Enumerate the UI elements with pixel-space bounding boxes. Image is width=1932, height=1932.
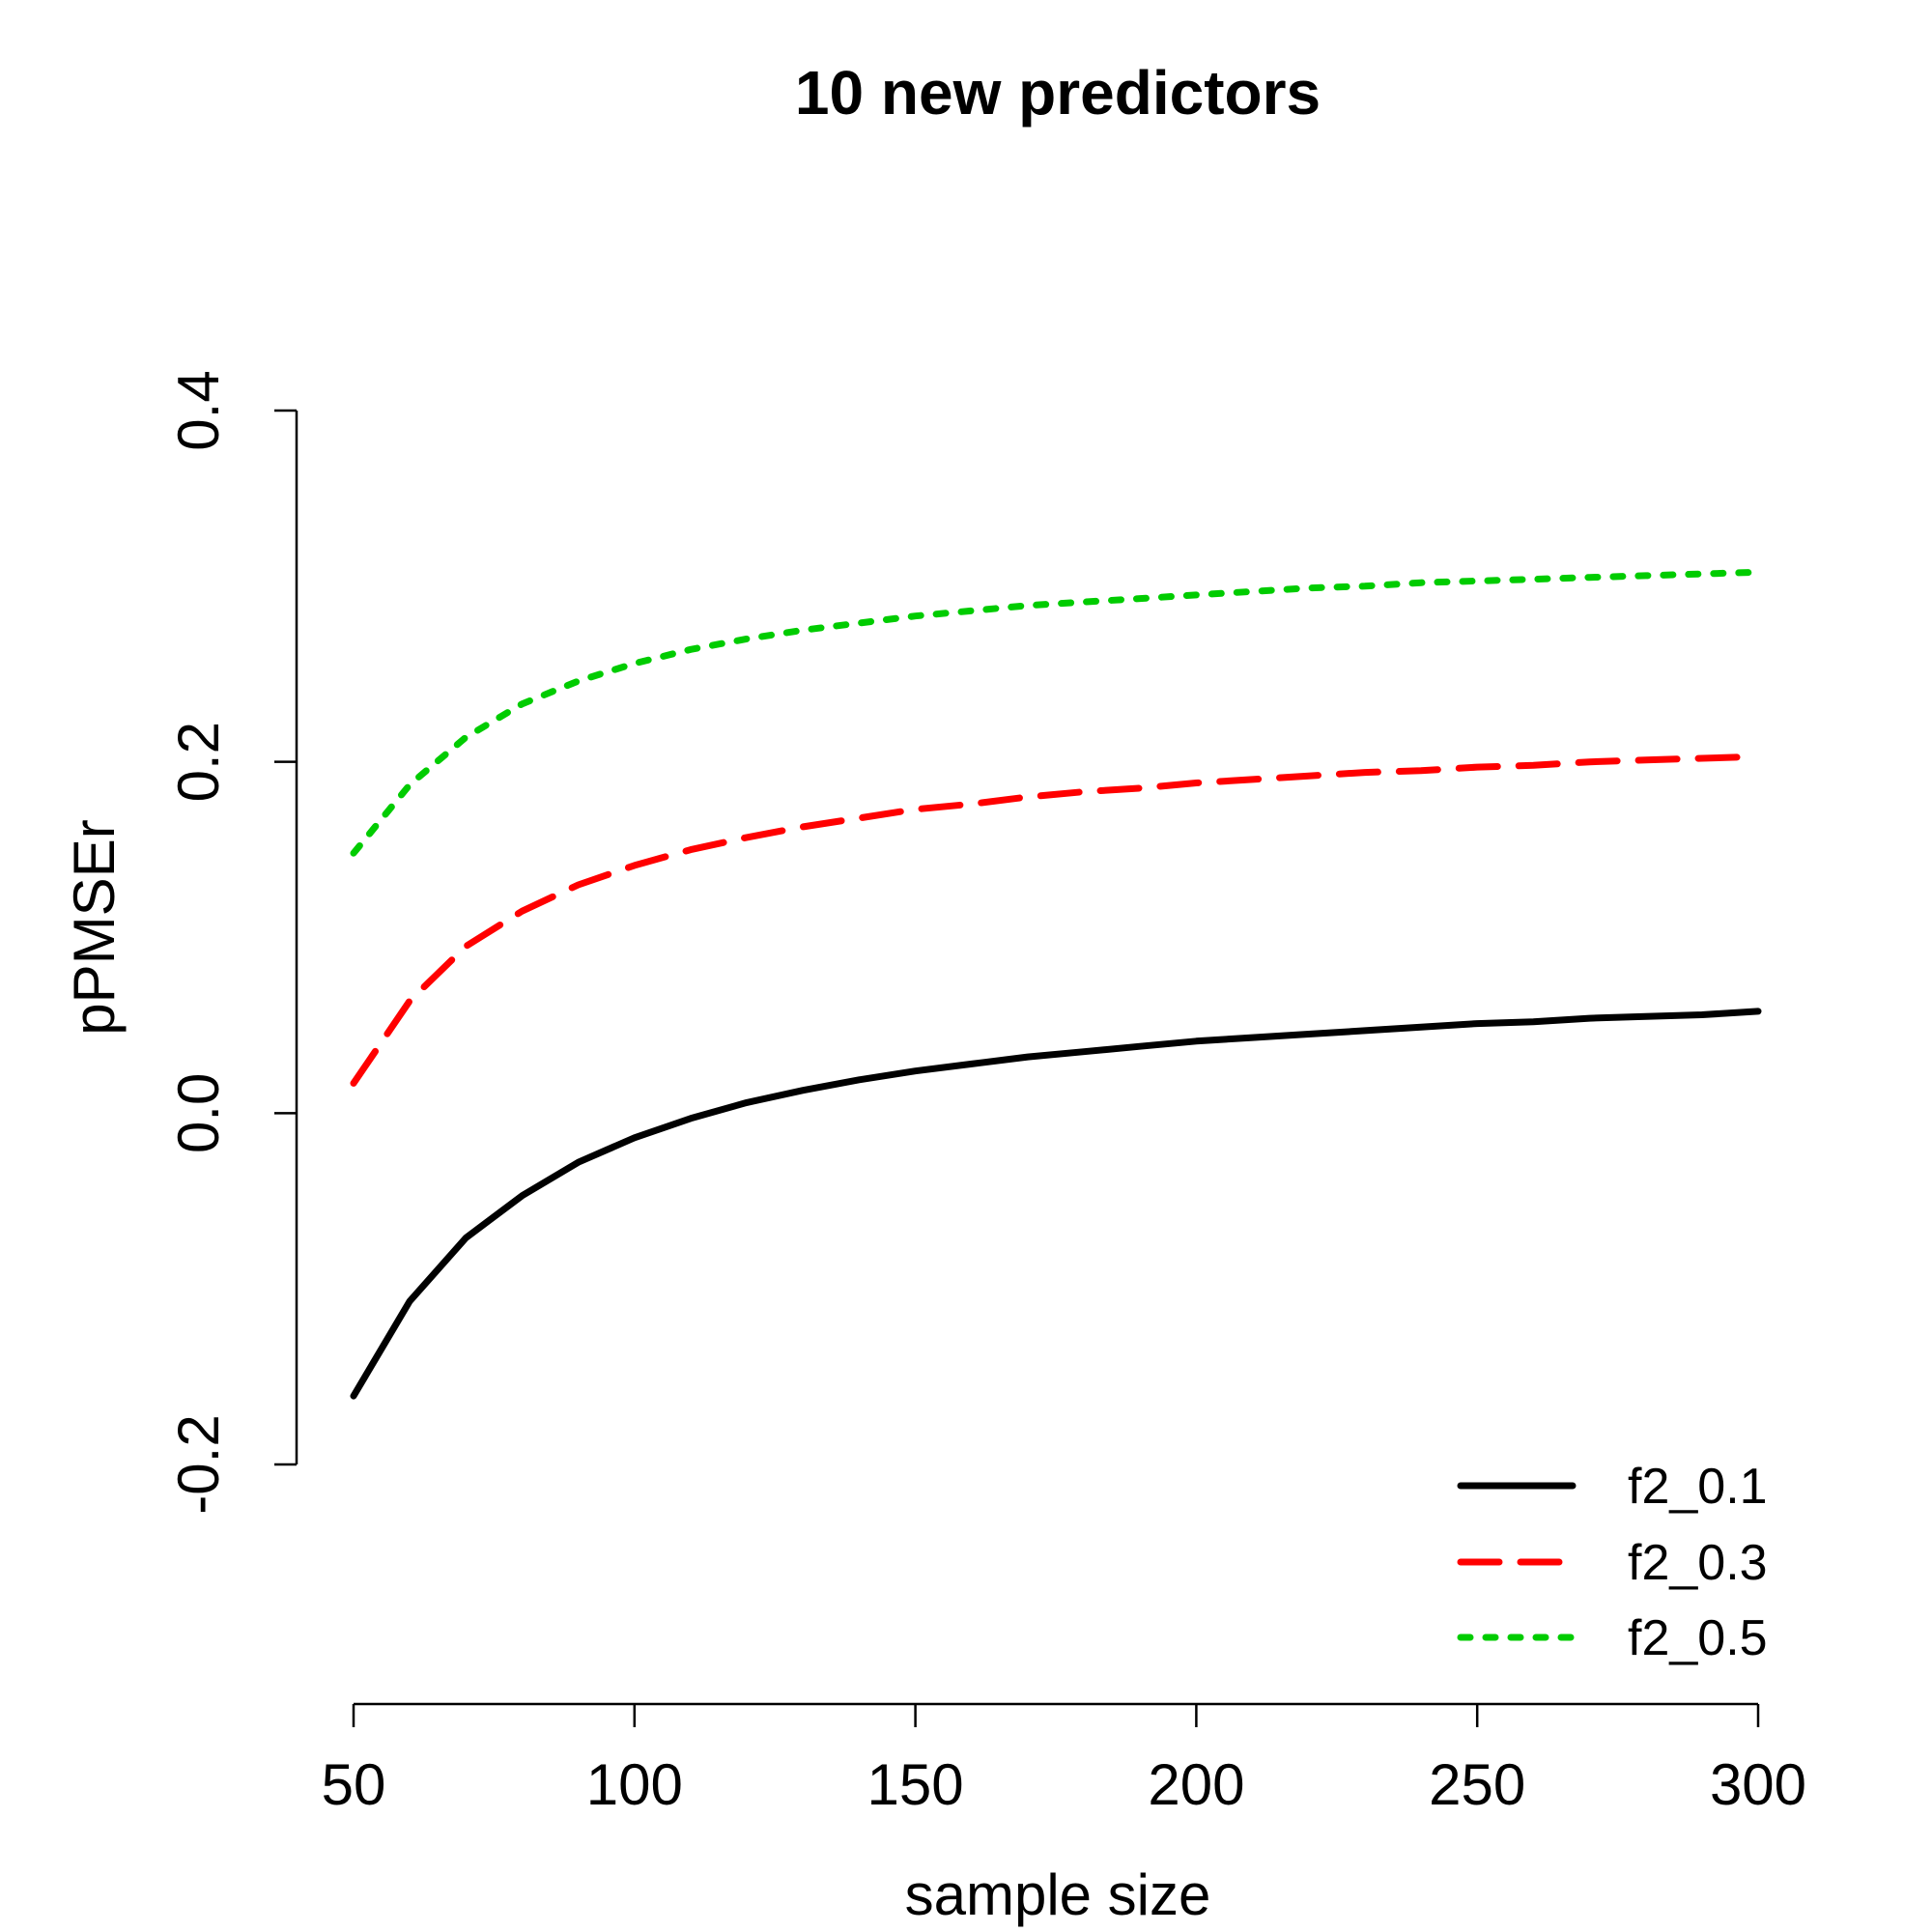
y-axis: -0.2 0.0 0.2 0.4 <box>166 370 298 1515</box>
x-tick-label: 150 <box>867 1752 964 1817</box>
x-tick-label: 100 <box>586 1752 683 1817</box>
series-line-f2_0.5 <box>350 568 1762 857</box>
chart-title: 10 new predictors <box>795 58 1321 128</box>
x-tick-label: 50 <box>322 1752 386 1817</box>
plot-lines <box>350 568 1762 1400</box>
series-line-f2_0.1 <box>350 1008 1762 1400</box>
series-line-f2_0.3 <box>350 753 1762 1087</box>
legend: f2_0.1 f2_0.3 f2_0.5 <box>1457 1459 1768 1666</box>
legend-label: f2_0.1 <box>1628 1459 1768 1515</box>
y-tick-label: 0.2 <box>166 722 231 802</box>
x-tick-label: 300 <box>1710 1752 1806 1817</box>
y-tick-label: -0.2 <box>166 1414 231 1514</box>
y-tick-label: 0.4 <box>166 370 231 450</box>
x-tick-label: 200 <box>1148 1752 1244 1817</box>
y-tick-label: 0.0 <box>166 1073 231 1153</box>
legend-label: f2_0.3 <box>1628 1535 1768 1591</box>
x-axis: 50 100 150 200 250 300 <box>322 1702 1806 1817</box>
y-axis-label: pPMSEr <box>62 819 127 1035</box>
x-tick-label: 250 <box>1429 1752 1525 1817</box>
legend-label: f2_0.5 <box>1628 1610 1768 1666</box>
x-axis-label: sample size <box>905 1862 1211 1927</box>
